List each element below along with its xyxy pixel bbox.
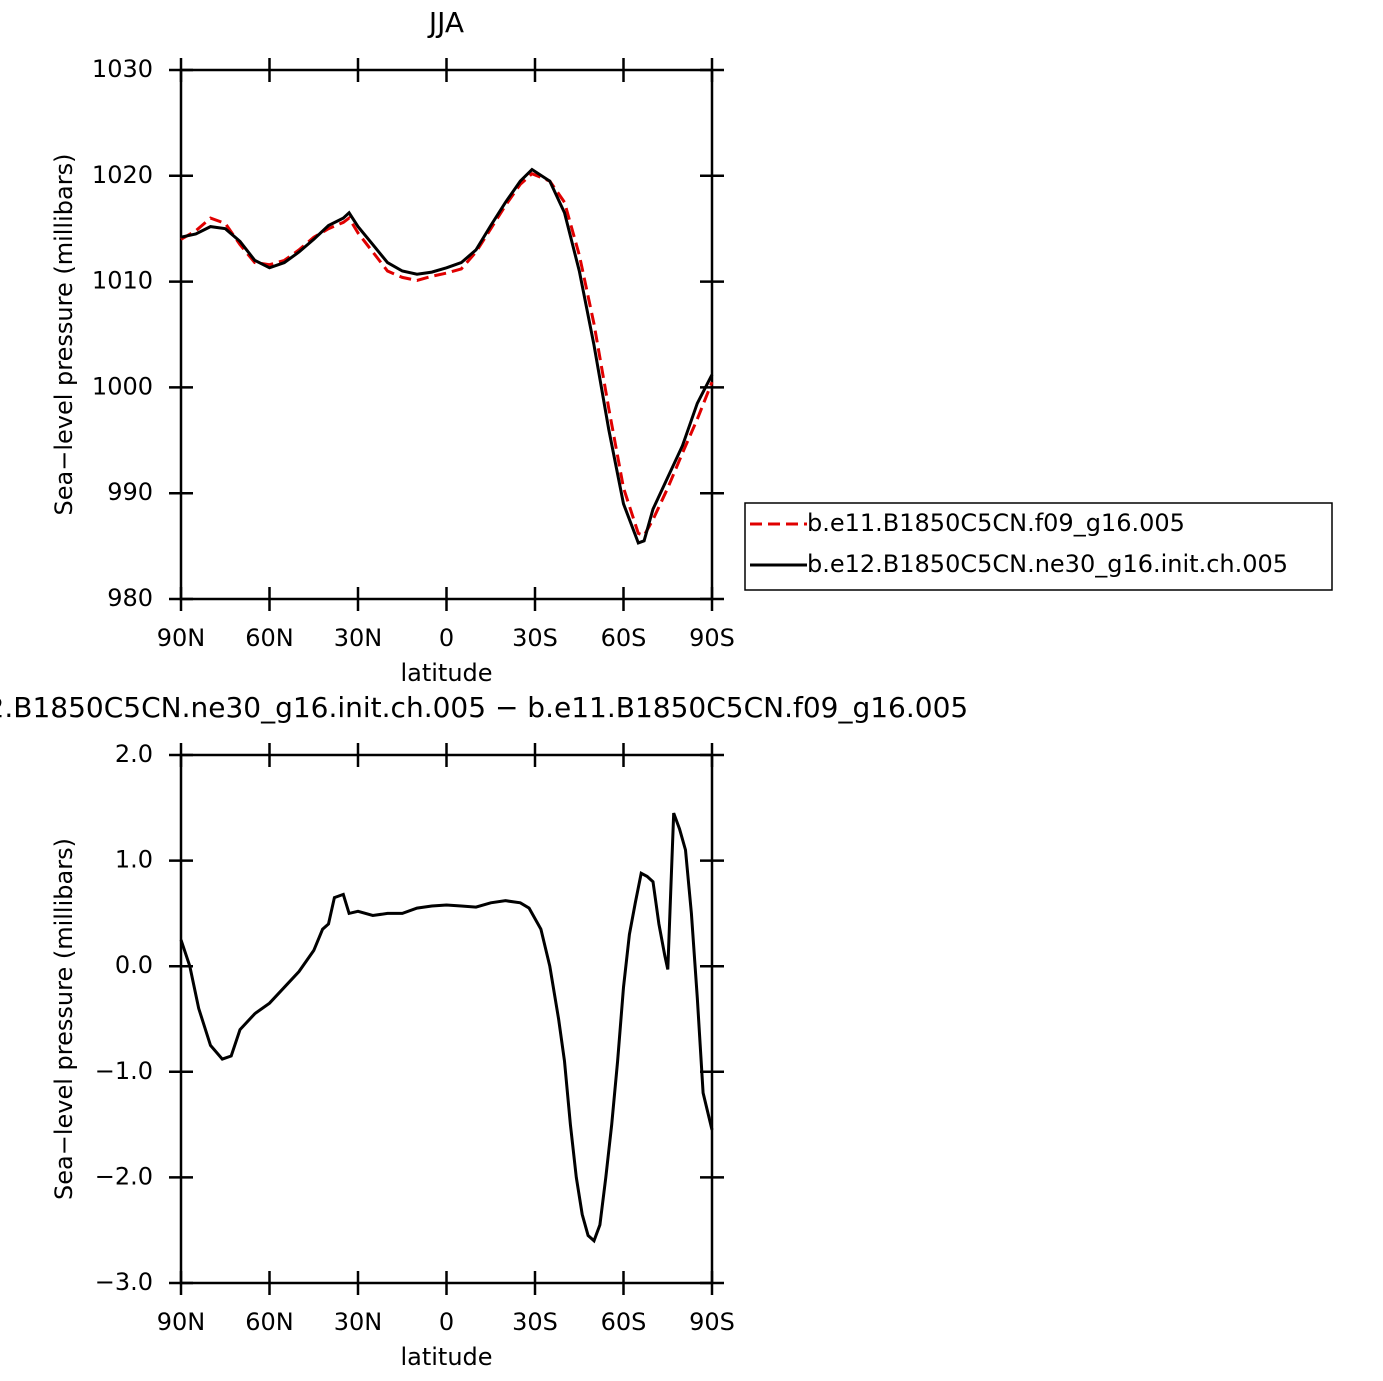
y-axis-label: Sea−level pressure (millibars) xyxy=(50,154,78,516)
y-tick-label: −1.0 xyxy=(95,1057,153,1085)
series-line xyxy=(179,812,714,1244)
y-tick-label: 1010 xyxy=(92,267,153,295)
legend-label: b.e11.B1850C5CN.f09_g16.005 xyxy=(807,509,1185,537)
chart-title: JJA xyxy=(427,6,464,39)
chart-title: b.e12.B1850C5CN.ne30_g16.init.ch.005 − b… xyxy=(0,691,968,724)
y-tick-label: −3.0 xyxy=(95,1268,153,1296)
y-tick-label: 980 xyxy=(107,584,153,612)
x-tick-label: 60N xyxy=(245,624,294,652)
y-tick-label: 2.0 xyxy=(115,740,153,768)
y-tick-label: 1000 xyxy=(92,372,153,400)
x-tick-label: 0 xyxy=(439,1308,454,1336)
y-tick-label: −2.0 xyxy=(95,1162,153,1190)
series-line xyxy=(180,167,714,545)
x-axis-label: latitude xyxy=(400,659,492,687)
x-tick-label: 0 xyxy=(439,624,454,652)
y-tick-label: 990 xyxy=(107,478,153,506)
y-tick-label: 1030 xyxy=(92,55,153,83)
x-tick-label: 90N xyxy=(157,1308,206,1336)
x-tick-label: 90S xyxy=(689,624,735,652)
y-axis-label: Sea−level pressure (millibars) xyxy=(50,838,78,1200)
x-tick-label: 60S xyxy=(601,624,647,652)
x-tick-label: 90S xyxy=(689,1308,735,1336)
x-tick-label: 60N xyxy=(245,1308,294,1336)
x-tick-label: 90N xyxy=(157,624,206,652)
x-tick-label: 30S xyxy=(512,624,558,652)
y-tick-label: 0.0 xyxy=(115,951,153,979)
x-tick-label: 30S xyxy=(512,1308,558,1336)
plot-frame xyxy=(179,753,714,1285)
x-tick-label: 60S xyxy=(601,1308,647,1336)
x-tick-label: 30N xyxy=(334,1308,383,1336)
series-line xyxy=(180,171,714,538)
x-tick-label: 30N xyxy=(334,624,383,652)
legend-box xyxy=(744,502,1333,591)
y-tick-label: 1020 xyxy=(92,161,153,189)
plot-frame xyxy=(179,68,714,601)
legend-label: b.e12.B1850C5CN.ne30_g16.init.ch.005 xyxy=(807,550,1288,578)
x-axis-label: latitude xyxy=(400,1343,492,1371)
y-tick-label: 1.0 xyxy=(115,846,153,874)
